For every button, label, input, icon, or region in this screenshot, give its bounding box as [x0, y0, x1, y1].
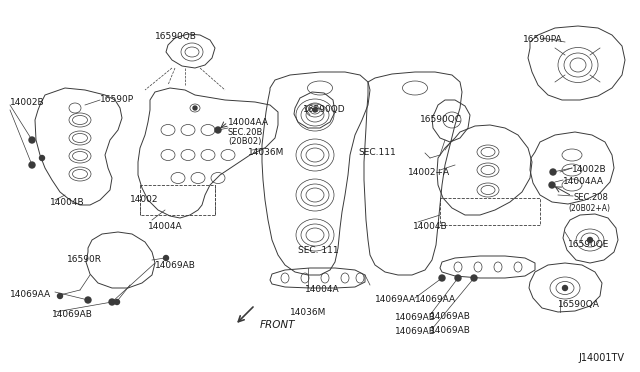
Text: 14069AB: 14069AB: [430, 312, 471, 321]
Circle shape: [313, 108, 317, 112]
Text: J14001TV: J14001TV: [578, 353, 624, 363]
Circle shape: [550, 169, 556, 175]
Text: 14069AA: 14069AA: [415, 295, 456, 304]
Text: 16590PA: 16590PA: [523, 35, 563, 44]
Text: 14069AB: 14069AB: [395, 327, 436, 336]
Text: 14004AA: 14004AA: [563, 177, 604, 186]
Circle shape: [215, 127, 221, 133]
Circle shape: [163, 256, 168, 260]
Text: 16590QC: 16590QC: [420, 115, 462, 124]
Text: 14002+A: 14002+A: [408, 168, 450, 177]
Text: 16590QE: 16590QE: [568, 240, 609, 249]
Text: 16590P: 16590P: [100, 95, 134, 104]
Circle shape: [40, 155, 45, 160]
Circle shape: [109, 299, 115, 305]
Circle shape: [85, 297, 91, 303]
Text: 14002: 14002: [130, 195, 159, 204]
Text: 14002B: 14002B: [10, 98, 45, 107]
Text: (20B02): (20B02): [228, 137, 261, 146]
Circle shape: [563, 285, 568, 291]
Text: SEC.111: SEC.111: [358, 148, 396, 157]
Circle shape: [29, 162, 35, 168]
Text: 14004B: 14004B: [50, 198, 84, 207]
Text: 14069AB: 14069AB: [155, 261, 196, 270]
Circle shape: [193, 106, 197, 110]
Text: 14069AB: 14069AB: [52, 310, 93, 319]
Text: 14036M: 14036M: [290, 308, 326, 317]
Text: 16590QD: 16590QD: [303, 105, 346, 114]
Text: 14004A: 14004A: [148, 222, 182, 231]
Circle shape: [471, 275, 477, 281]
Circle shape: [115, 299, 120, 305]
Circle shape: [29, 137, 35, 143]
Text: (20B02+A): (20B02+A): [568, 204, 610, 213]
Text: 16590R: 16590R: [67, 255, 102, 264]
Text: 14069AB: 14069AB: [395, 313, 436, 322]
Text: 14069AA: 14069AA: [375, 295, 416, 304]
Circle shape: [58, 294, 63, 298]
Circle shape: [549, 182, 555, 188]
Text: 14004A: 14004A: [305, 285, 340, 294]
Text: FRONT: FRONT: [260, 320, 296, 330]
Text: 14004B: 14004B: [413, 222, 447, 231]
Text: 14002B: 14002B: [572, 165, 607, 174]
Text: 16590QA: 16590QA: [558, 300, 600, 309]
Text: SEC.20B: SEC.20B: [228, 128, 264, 137]
Text: SEC. 111: SEC. 111: [298, 246, 339, 255]
Text: SEC.208: SEC.208: [573, 193, 608, 202]
Text: 16590QB: 16590QB: [155, 32, 197, 41]
Text: 14036M: 14036M: [248, 148, 284, 157]
Circle shape: [455, 275, 461, 281]
Text: 14069AA: 14069AA: [10, 290, 51, 299]
Text: 14069AB: 14069AB: [430, 326, 471, 335]
Text: 14004AA: 14004AA: [228, 118, 269, 127]
Circle shape: [439, 275, 445, 281]
Circle shape: [588, 237, 593, 243]
